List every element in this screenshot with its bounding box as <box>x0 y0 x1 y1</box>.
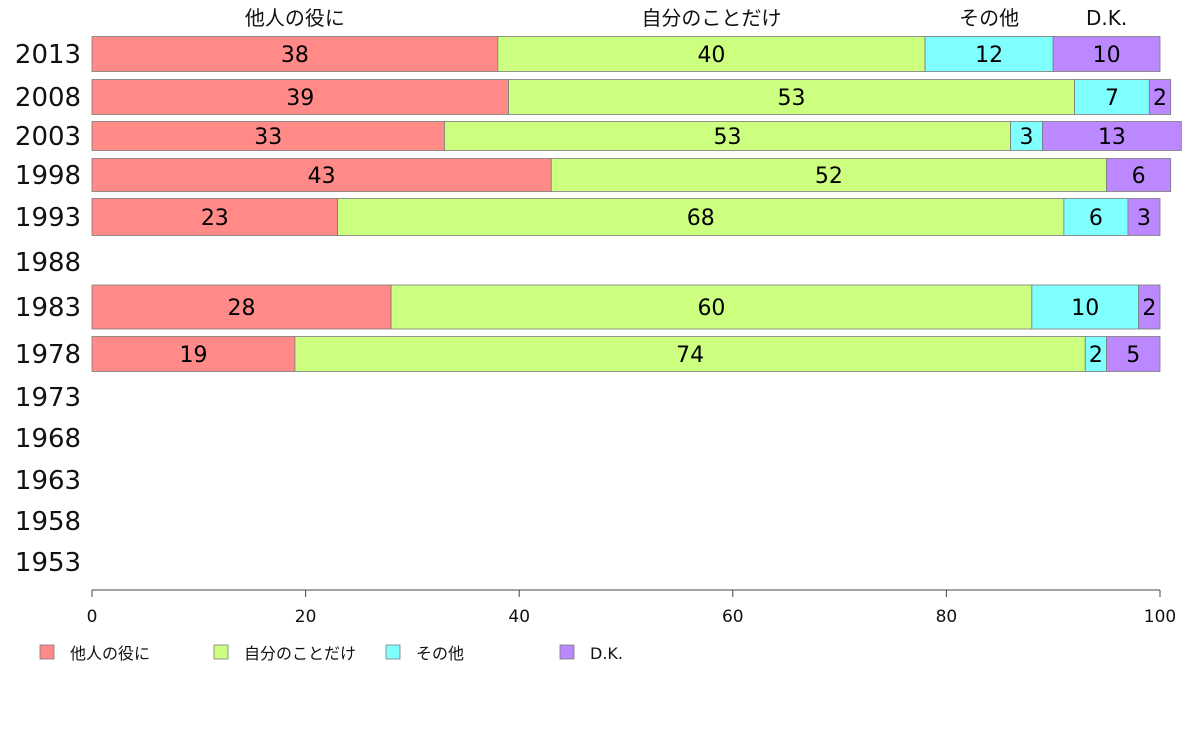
category-header-0: 他人の役に <box>245 6 345 30</box>
year-labels: 2013 2008 2003 1998 1993 1988 1983 1978 1973 1968… <box>15 40 81 578</box>
bar-label-2003-series-2: 3 <box>1020 125 1034 150</box>
bar-2003-series-2 <box>1010 121 1043 151</box>
year-label-2008: 2008 <box>15 83 81 113</box>
year-label-1978: 1978 <box>15 340 81 370</box>
bar-1993-series-2 <box>1063 198 1129 236</box>
year-label-1983: 1983 <box>15 293 81 323</box>
legend: 他人の役に 自分のことだけ その他 D.K. <box>39 644 623 663</box>
year-label-1998: 1998 <box>15 161 81 191</box>
bar-label-1993-series-2: 6 <box>1089 206 1103 231</box>
bar-label-1993-series-3: 3 <box>1137 206 1151 231</box>
bar-label-2013-series-3: 10 <box>1093 43 1121 68</box>
bar-2008-series-3 <box>1148 79 1172 115</box>
bar-label-1993-series-0: 23 <box>201 206 229 231</box>
bar-label-2008-series-1: 53 <box>778 86 806 111</box>
legend-label-3: D.K. <box>590 644 623 663</box>
bar-label-1983-series-2: 10 <box>1071 296 1099 321</box>
bar-2008-series-0 <box>91 79 509 115</box>
bar-label-2013-series-2: 12 <box>975 43 1003 68</box>
legend-swatch-3 <box>559 644 575 660</box>
bar-label-2008-series-0: 39 <box>286 86 314 111</box>
bar-1983-series-2 <box>1031 284 1140 330</box>
legend-label-0: 他人の役に <box>70 644 150 663</box>
bar-label-1978-series-2: 2 <box>1089 343 1103 368</box>
year-label-2003: 2003 <box>15 122 81 152</box>
bar-label-2013-series-0: 38 <box>281 43 309 68</box>
bar-label-2003-series-3: 13 <box>1098 125 1126 150</box>
bar-label-1998-series-3: 6 <box>1132 164 1146 189</box>
year-label-1963: 1963 <box>15 466 81 496</box>
bar-label-1978-series-1: 74 <box>676 343 704 368</box>
bar-label-1983-series-0: 28 <box>228 296 256 321</box>
bar-label-1983-series-1: 60 <box>697 296 725 321</box>
bar-2013-series-3 <box>1052 36 1161 72</box>
category-header-1: 自分のことだけ <box>641 6 781 30</box>
year-label-1973: 1973 <box>15 383 81 413</box>
bar-label-2008-series-2: 7 <box>1105 86 1119 111</box>
bar-2013-series-0 <box>91 36 499 72</box>
legend-swatch-1 <box>213 644 229 660</box>
bar-1978-series-1 <box>294 336 1086 372</box>
bar-2008-series-1 <box>508 79 1075 115</box>
bar-label-2003-series-1: 53 <box>713 125 741 150</box>
legend-label-1: 自分のことだけ <box>244 644 356 663</box>
bar-2003-series-3 <box>1042 121 1182 151</box>
year-label-1953: 1953 <box>15 548 81 578</box>
bar-label-1978-series-0: 19 <box>179 343 207 368</box>
bar-1998-series-0 <box>91 158 552 192</box>
category-header-2: その他 <box>959 6 1019 30</box>
category-header-3: D.K. <box>1086 6 1127 30</box>
bar-label-1998-series-1: 52 <box>815 164 843 189</box>
legend-swatch-2 <box>385 644 401 660</box>
x-axis: 0 20 40 60 80 100 <box>87 589 1176 627</box>
bar-1993-series-0 <box>91 198 339 236</box>
bar-label-1978-series-3: 5 <box>1126 343 1140 368</box>
bar-label-2003-series-0: 33 <box>254 125 282 150</box>
bar-label-2008-series-3: 2 <box>1153 86 1167 111</box>
year-label-1993: 1993 <box>15 203 81 233</box>
x-tick-label-20: 20 <box>295 607 317 627</box>
bar-1978-series-3 <box>1106 336 1161 372</box>
bar-1983-series-3 <box>1138 284 1161 330</box>
x-tick-label-80: 80 <box>936 607 958 627</box>
legend-swatch-0 <box>39 644 55 660</box>
bar-1998-series-3 <box>1106 158 1172 192</box>
bar-1993-series-1 <box>337 198 1065 236</box>
legend-label-2: その他 <box>416 644 464 663</box>
bar-1998-series-1 <box>550 158 1107 192</box>
bar-label-1983-series-3: 2 <box>1142 296 1156 321</box>
bar-label-1993-series-1: 68 <box>687 206 715 231</box>
x-tick-label-0: 0 <box>87 607 98 627</box>
bar-2013-series-2 <box>924 36 1054 72</box>
year-label-2013: 2013 <box>15 40 81 70</box>
bar-1993-series-3 <box>1127 198 1161 236</box>
year-label-1958: 1958 <box>15 507 81 537</box>
year-label-1968: 1968 <box>15 424 81 454</box>
bar-2003-series-1 <box>444 121 1011 151</box>
year-label-1988: 1988 <box>15 248 81 278</box>
bar-2013-series-1 <box>497 36 926 72</box>
x-tick-label-60: 60 <box>722 607 744 627</box>
bar-2003-series-0 <box>91 121 445 151</box>
x-tick-label-40: 40 <box>508 607 530 627</box>
bar-label-2013-series-1: 40 <box>697 43 725 68</box>
bar-1983-series-1 <box>390 284 1033 330</box>
bar-label-1998-series-0: 43 <box>308 164 336 189</box>
category-headers: 他人の役に 自分のことだけ その他 D.K. <box>245 6 1127 30</box>
bar-2008-series-2 <box>1074 79 1150 115</box>
bar-1983-series-0 <box>91 284 392 330</box>
x-tick-label-100: 100 <box>1144 607 1176 627</box>
